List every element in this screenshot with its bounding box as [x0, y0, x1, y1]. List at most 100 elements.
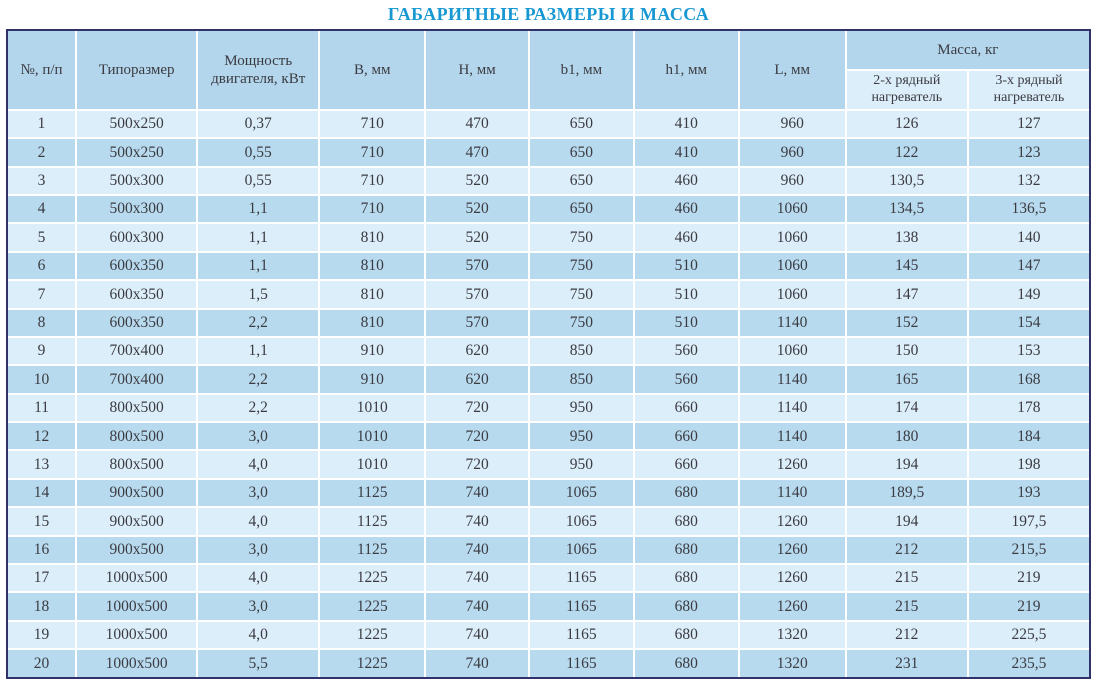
table-cell: 960 — [737, 165, 847, 196]
table-cell: 800x500 — [75, 449, 199, 480]
table-cell: 680 — [632, 648, 740, 677]
table-cell: 215 — [844, 591, 969, 622]
table-cell: 189,5 — [844, 477, 969, 509]
table-cell: 1125 — [318, 477, 427, 509]
table-cell: 500x250 — [75, 137, 199, 168]
table-cell: 800x500 — [75, 392, 199, 424]
table-cell: 410 — [632, 137, 740, 168]
table-cell: 680 — [632, 477, 740, 509]
table-cell: 1140 — [737, 421, 847, 452]
table-cell: 910 — [318, 364, 427, 395]
table-cell: 680 — [632, 506, 740, 537]
table-row: 18 1000x500 3,0 1225 740 1165 680 1260 215 219 — [8, 591, 1089, 622]
table-cell: 231 — [844, 648, 969, 677]
table-cell: 500x300 — [75, 193, 199, 225]
table-cell: 900x500 — [75, 506, 199, 537]
col-header-power: Мощность двигателя, кВт — [196, 30, 321, 111]
table-cell: 1140 — [737, 307, 847, 338]
table-cell: 810 — [318, 307, 427, 338]
table-cell: 510 — [632, 279, 740, 310]
table-cell: 2 — [8, 137, 78, 168]
table-cell: 19 — [8, 619, 78, 651]
dimensions-mass-table: №, п/п Типоразмер Мощность двигателя, кВ… — [8, 30, 1089, 677]
table-cell: 960 — [737, 137, 847, 168]
table-cell: 1225 — [318, 648, 427, 677]
col-header-l: L, мм — [737, 30, 847, 111]
table-cell: 500x300 — [75, 165, 199, 196]
table-row: 15 900x500 4,0 1125 740 1065 680 1260 194 197,5 — [8, 506, 1089, 537]
table-row: 12 800x500 3,0 1010 720 950 660 1140 180 184 — [8, 421, 1089, 452]
table-cell: 960 — [737, 108, 847, 140]
table-cell: 4 — [8, 193, 78, 225]
table-cell: 9 — [8, 335, 78, 367]
table-cell: 17 — [8, 563, 78, 594]
table-cell: 460 — [632, 222, 740, 253]
table-row: 1 500x250 0,37 710 470 650 410 960 126 127 — [8, 108, 1089, 140]
table-cell: 1260 — [737, 506, 847, 537]
table-cell: 600x350 — [75, 250, 199, 282]
table-cell: 1010 — [318, 421, 427, 452]
table-row: 5 600x300 1,1 810 520 750 460 1060 138 140 — [8, 222, 1089, 253]
table-cell: 1260 — [737, 534, 847, 566]
table-cell: 4,0 — [196, 506, 321, 537]
table-cell: 460 — [632, 165, 740, 196]
table-cell: 123 — [966, 137, 1089, 168]
table-cell: 130,5 — [844, 165, 969, 196]
table-cell: 660 — [632, 421, 740, 452]
table-cell: 150 — [844, 335, 969, 367]
table-cell: 1,1 — [196, 335, 321, 367]
col-header-num: №, п/п — [8, 30, 78, 111]
table-cell: 1165 — [528, 563, 635, 594]
table-cell: 1010 — [318, 449, 427, 480]
table-cell: 3,0 — [196, 421, 321, 452]
table-cell: 149 — [966, 279, 1089, 310]
col-header-size: Типоразмер — [75, 30, 199, 111]
table-cell: 740 — [424, 563, 530, 594]
table-cell: 1060 — [737, 193, 847, 225]
table-cell: 470 — [424, 137, 530, 168]
table-cell: 720 — [424, 421, 530, 452]
table-row: 6 600x350 1,1 810 570 750 510 1060 145 147 — [8, 250, 1089, 282]
table-cell: 1060 — [737, 250, 847, 282]
table-cell: 7 — [8, 279, 78, 310]
table-cell: 225,5 — [966, 619, 1089, 651]
table-cell: 850 — [528, 364, 635, 395]
table-row: 13 800x500 4,0 1010 720 950 660 1260 194 198 — [8, 449, 1089, 480]
table-cell: 570 — [424, 307, 530, 338]
table-cell: 1125 — [318, 506, 427, 537]
table-cell: 520 — [424, 222, 530, 253]
table-cell: 1140 — [737, 477, 847, 509]
table-cell: 500x250 — [75, 108, 199, 140]
table-cell: 910 — [318, 335, 427, 367]
table-cell: 2,2 — [196, 364, 321, 395]
table-cell: 2,2 — [196, 392, 321, 424]
col-header-h: Н, мм — [424, 30, 530, 111]
table-cell: 620 — [424, 335, 530, 367]
table-cell: 1165 — [528, 619, 635, 651]
table-cell: 8 — [8, 307, 78, 338]
table-cell: 510 — [632, 250, 740, 282]
table-cell: 710 — [318, 108, 427, 140]
table-cell: 3,0 — [196, 534, 321, 566]
table-cell: 127 — [966, 108, 1089, 140]
table-cell: 1,1 — [196, 222, 321, 253]
table-cell: 174 — [844, 392, 969, 424]
table-cell: 168 — [966, 364, 1089, 395]
table-cell: 2,2 — [196, 307, 321, 338]
table-cell: 750 — [528, 222, 635, 253]
table-cell: 740 — [424, 591, 530, 622]
table-row: 2 500x250 0,55 710 470 650 410 960 122 123 — [8, 137, 1089, 168]
table-cell: 1010 — [318, 392, 427, 424]
table-cell: 560 — [632, 335, 740, 367]
table-row: 11 800x500 2,2 1010 720 950 660 1140 174 178 — [8, 392, 1089, 424]
table-row: 16 900x500 3,0 1125 740 1065 680 1260 212 215,5 — [8, 534, 1089, 566]
table-cell: 740 — [424, 648, 530, 677]
table-cell: 650 — [528, 165, 635, 196]
table-cell: 152 — [844, 307, 969, 338]
table-cell: 212 — [844, 534, 969, 566]
table-cell: 16 — [8, 534, 78, 566]
table-cell: 1140 — [737, 392, 847, 424]
table-cell: 12 — [8, 421, 78, 452]
table-cell: 198 — [966, 449, 1089, 480]
table-cell: 147 — [844, 279, 969, 310]
